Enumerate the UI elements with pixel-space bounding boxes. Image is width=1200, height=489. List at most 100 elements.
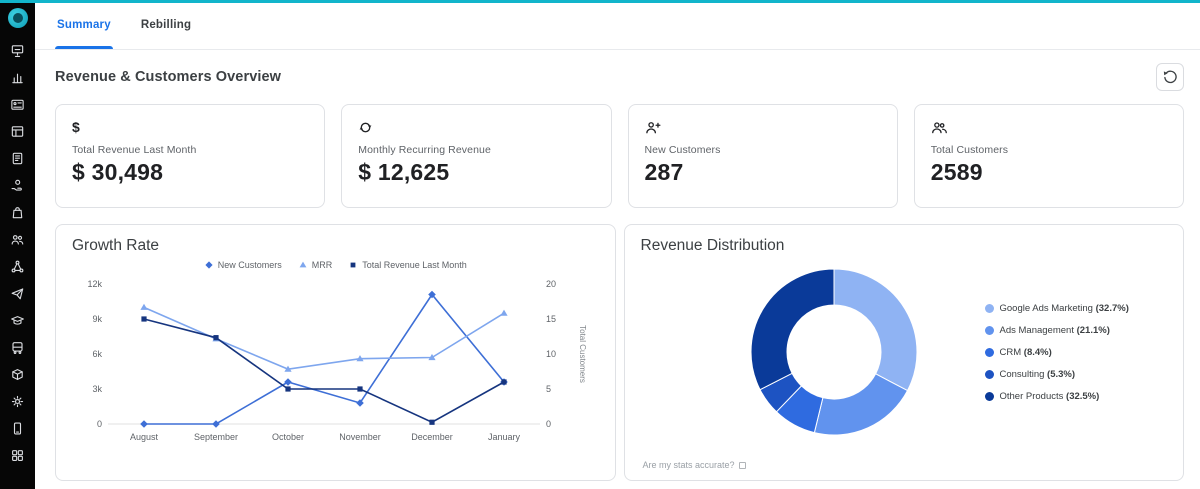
stat-label: Total Customers [930,144,1009,156]
revenue-distribution-panel: Revenue Distribution Google Ads Marketin… [623,224,1184,481]
donut-legend-item[interactable]: Ads Management (21.1%) [984,325,1129,336]
svg-text:9k: 9k [92,314,102,324]
donut-chart-canvas [750,268,917,436]
group-icon [931,118,1167,136]
sidebar-item-products[interactable] [0,363,35,390]
donut-legend-item[interactable]: CRM (8.4%) [984,347,1129,358]
donut-area: Google Ads Marketing (32.7%) Ads Manageme… [641,259,1168,445]
stat-label: Monthly Recurring Revenue [358,144,491,156]
tab-rebilling[interactable]: Rebilling [140,18,192,31]
sidebar-item-card[interactable] [0,93,35,120]
sidebar-nav [0,39,35,471]
open-link-icon [738,461,746,469]
growth-legend: New Customers MRR Total Revenue Last Month [72,258,599,272]
customers-icon [10,232,25,252]
legend-marker-icon [350,262,356,268]
sidebar-item-payouts[interactable] [0,174,35,201]
network-icon [10,259,25,279]
stat-label: New Customers [644,144,721,156]
page-header: Revenue & Customers Overview [35,50,1200,104]
sidebar-item-send[interactable] [0,282,35,309]
svg-text:October: October [272,432,304,442]
mobile-icon [10,421,25,441]
app-logo[interactable] [7,8,28,28]
svg-text:January: January [488,432,521,442]
refresh-button[interactable] [1156,63,1184,91]
academy-icon [10,313,25,333]
sidebar-item-mobile[interactable] [0,417,35,444]
table-icon [10,124,25,144]
svg-text:6k: 6k [92,349,102,359]
sidebar-item-transport[interactable] [0,336,35,363]
stat-value: 287 [644,159,684,185]
sidebar-item-insights[interactable] [0,390,35,417]
growth-legend-item[interactable]: New Customers [204,260,282,270]
legend-dot-icon [984,303,994,313]
donut-slice-other-products[interactable] [750,268,834,391]
legend-dot-icon [984,325,994,335]
person-add-icon [645,118,881,136]
stat-card-total-customers: Total Customers 2589 [913,104,1184,208]
top-accent-bar [0,0,1200,3]
legend-marker-icon [205,261,213,269]
growth-rate-title: Growth Rate [72,237,160,254]
sidebar-item-table[interactable] [0,120,35,147]
growth-chart-canvas: 0 3k 6k 9k 12k 0 5 10 15 20 August September October… [87,279,587,442]
sidebar-item-customers[interactable] [0,228,35,255]
stat-card-new-customers: New Customers 287 [627,104,898,208]
svg-text:Total Customers: Total Customers [578,325,587,383]
growth-legend-item[interactable]: Total Revenue Last Month [348,260,467,270]
charts-row: Growth Rate New Customers MRR Total Revenu… [35,208,1200,489]
autorenew-icon [358,118,594,136]
analytics-icon [10,70,25,90]
stat-cards: $ Total Revenue Last Month $ 30,498 Mont… [35,104,1200,208]
legend-dot-icon [984,369,994,379]
donut-slice-ads-management[interactable] [813,373,908,436]
svg-text:December: December [411,432,453,442]
sidebar-item-presentation[interactable] [0,39,35,66]
svg-text:0: 0 [97,419,102,429]
svg-text:3k: 3k [92,384,102,394]
stat-card-total-revenue: $ Total Revenue Last Month $ 30,498 [55,104,326,208]
stat-value: 2589 [930,159,983,185]
svg-text:August: August [130,432,159,442]
sidebar-item-ledger[interactable] [0,147,35,174]
stats-accuracy-text: Are my stats accurate? [642,460,735,470]
revenue-distribution-title: Revenue Distribution [640,237,785,254]
svg-text:5: 5 [546,384,551,394]
page-title: Revenue & Customers Overview [55,69,282,85]
sidebar [0,0,35,489]
svg-text:10: 10 [546,349,556,359]
payouts-icon [10,178,25,198]
stat-value: $ 30,498 [72,159,164,185]
tab-summary[interactable]: Summary [55,0,113,49]
products-icon [10,367,25,387]
presentation-icon [10,43,25,63]
apps-icon [10,448,25,468]
svg-text:September: September [194,432,238,442]
legend-dot-icon [984,391,994,401]
donut-slice-google-ads-marketing[interactable] [833,268,917,392]
donut-legend-item[interactable]: Google Ads Marketing (32.7%) [984,303,1129,314]
sidebar-item-analytics[interactable] [0,66,35,93]
dollar-icon: $ [72,119,80,135]
stats-accuracy-link[interactable]: Are my stats accurate? [643,460,746,470]
legend-marker-icon [299,261,307,268]
legend-dot-icon [984,347,994,357]
card-icon [10,97,25,117]
svg-text:20: 20 [546,279,556,289]
donut-legend-item[interactable]: Other Products (32.5%) [984,391,1129,402]
sidebar-item-network[interactable] [0,255,35,282]
growth-legend-item[interactable]: MRR [298,260,332,270]
history-icon [1163,70,1177,83]
sidebar-item-orders[interactable] [0,201,35,228]
donut-legend: Google Ads Marketing (32.7%) Ads Manageme… [984,303,1129,402]
growth-rate-panel: Growth Rate New Customers MRR Total Revenu… [55,224,616,481]
donut-legend-item[interactable]: Consulting (5.3%) [984,369,1129,380]
stat-label: Total Revenue Last Month [72,144,197,156]
sidebar-item-apps[interactable] [0,444,35,471]
orders-icon [10,205,25,225]
sidebar-item-academy[interactable] [0,309,35,336]
svg-text:0: 0 [546,419,551,429]
